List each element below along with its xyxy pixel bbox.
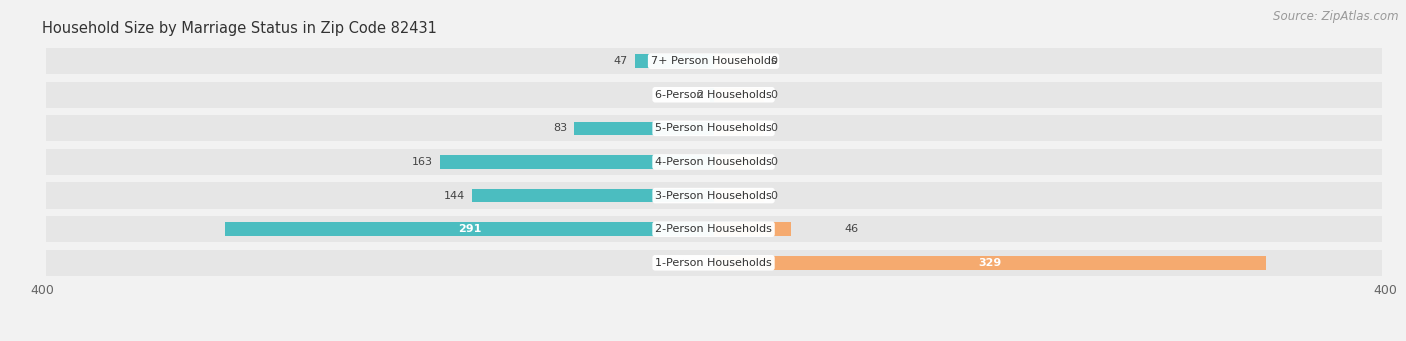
Text: 6-Person Households: 6-Person Households	[655, 90, 772, 100]
Bar	[45, 250, 1382, 276]
Bar	[574, 121, 713, 135]
Text: 291: 291	[457, 224, 481, 234]
Text: Source: ZipAtlas.com: Source: ZipAtlas.com	[1274, 10, 1399, 23]
Bar	[713, 88, 763, 102]
Bar	[713, 189, 763, 203]
Text: 0: 0	[770, 123, 778, 133]
Text: 83: 83	[554, 123, 568, 133]
Text: 163: 163	[412, 157, 433, 167]
Bar	[713, 54, 763, 68]
Text: 1-Person Households: 1-Person Households	[655, 258, 772, 268]
Text: Household Size by Marriage Status in Zip Code 82431: Household Size by Marriage Status in Zip…	[42, 21, 437, 36]
Text: 46: 46	[845, 224, 859, 234]
Bar	[713, 256, 1265, 270]
Bar	[225, 222, 713, 236]
Text: 329: 329	[979, 258, 1001, 268]
Text: 7+ Person Households: 7+ Person Households	[651, 56, 776, 66]
Bar	[713, 222, 790, 236]
Text: 0: 0	[770, 191, 778, 201]
Bar	[713, 121, 763, 135]
Bar	[45, 182, 1382, 209]
Bar	[45, 149, 1382, 175]
Text: 5-Person Households: 5-Person Households	[655, 123, 772, 133]
Text: 47: 47	[613, 56, 628, 66]
Text: 144: 144	[444, 191, 465, 201]
Bar	[45, 48, 1382, 74]
Text: 3-Person Households: 3-Person Households	[655, 191, 772, 201]
Text: 0: 0	[770, 90, 778, 100]
Text: 0: 0	[770, 157, 778, 167]
Text: 2: 2	[696, 90, 703, 100]
Text: 2-Person Households: 2-Person Households	[655, 224, 772, 234]
Bar	[45, 216, 1382, 242]
Bar	[440, 155, 713, 169]
Bar	[710, 88, 713, 102]
Bar	[713, 155, 763, 169]
Bar	[472, 189, 713, 203]
Bar	[45, 81, 1382, 108]
Text: 4-Person Households: 4-Person Households	[655, 157, 772, 167]
Bar	[45, 115, 1382, 142]
Text: 0: 0	[770, 56, 778, 66]
Bar	[634, 54, 713, 68]
